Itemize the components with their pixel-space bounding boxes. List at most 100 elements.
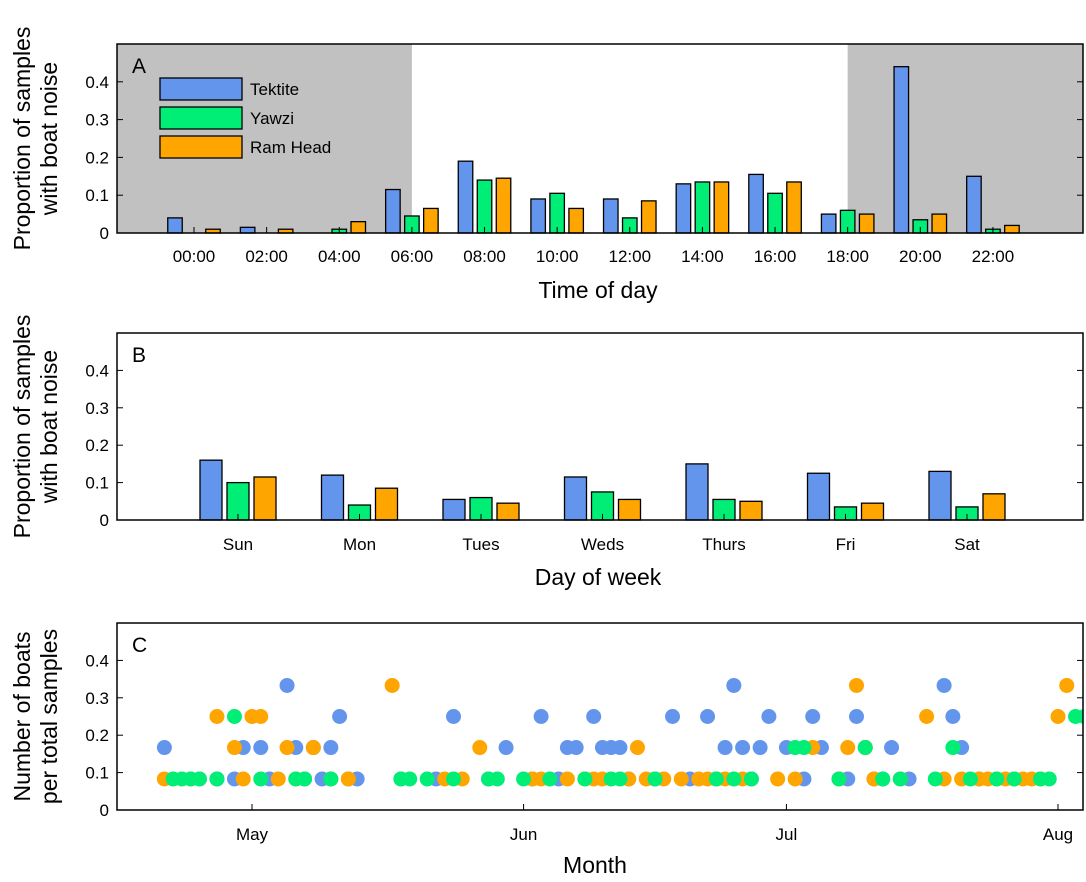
scatter-point[interactable] xyxy=(419,771,435,787)
scatter-point[interactable] xyxy=(542,771,558,787)
bar[interactable] xyxy=(457,160,474,234)
bar[interactable] xyxy=(806,472,831,521)
scatter-point[interactable] xyxy=(708,771,724,787)
scatter-point[interactable] xyxy=(1076,709,1086,724)
scatter-point[interactable] xyxy=(1050,709,1066,724)
scatter-point[interactable] xyxy=(796,740,812,756)
scatter-point[interactable] xyxy=(472,740,488,756)
scatter-point[interactable] xyxy=(577,771,593,787)
scatter-point[interactable] xyxy=(1006,771,1022,787)
scatter-point[interactable] xyxy=(270,771,286,787)
bar[interactable] xyxy=(739,500,763,521)
scatter-point[interactable] xyxy=(209,709,225,724)
bar[interactable] xyxy=(893,66,910,234)
scatter-point[interactable] xyxy=(717,740,733,756)
scatter-point[interactable] xyxy=(849,709,864,724)
scatter-point[interactable] xyxy=(323,740,339,756)
bar[interactable] xyxy=(820,213,837,234)
scatter-point[interactable] xyxy=(384,677,400,693)
scatter-point[interactable] xyxy=(332,709,348,724)
scatter-point[interactable] xyxy=(629,740,645,756)
scatter-point[interactable] xyxy=(770,771,786,787)
scatter-point[interactable] xyxy=(586,709,602,724)
bar[interactable] xyxy=(640,200,657,234)
bar[interactable] xyxy=(239,226,256,234)
scatter-point[interactable] xyxy=(279,740,295,756)
scatter-point[interactable] xyxy=(945,740,961,756)
scatter-point[interactable] xyxy=(1041,771,1057,787)
scatter-point[interactable] xyxy=(936,677,952,693)
bar[interactable] xyxy=(167,217,183,234)
scatter-point[interactable] xyxy=(498,740,514,756)
scatter-point[interactable] xyxy=(962,771,978,787)
bar[interactable] xyxy=(858,213,875,234)
bar[interactable] xyxy=(675,183,692,234)
scatter-point[interactable] xyxy=(884,740,900,756)
bar[interactable] xyxy=(350,221,367,234)
scatter-point[interactable] xyxy=(533,709,549,724)
scatter-point[interactable] xyxy=(559,771,575,787)
bar[interactable] xyxy=(476,179,493,234)
bar[interactable] xyxy=(928,470,952,521)
bar[interactable] xyxy=(748,173,764,234)
bar[interactable] xyxy=(253,476,277,521)
bar[interactable] xyxy=(496,502,520,521)
bar[interactable] xyxy=(495,177,512,234)
scatter-point[interactable] xyxy=(761,709,777,724)
scatter-point[interactable] xyxy=(209,771,225,787)
scatter-point[interactable] xyxy=(743,771,759,787)
bar[interactable] xyxy=(384,188,401,234)
bar[interactable] xyxy=(617,498,642,521)
bar[interactable] xyxy=(982,493,1006,521)
scatter-point[interactable] xyxy=(892,771,908,787)
bar[interactable] xyxy=(530,198,547,234)
bar[interactable] xyxy=(931,213,948,234)
scatter-point[interactable] xyxy=(156,740,172,756)
bar[interactable] xyxy=(713,181,730,234)
scatter-point[interactable] xyxy=(805,709,821,724)
scatter-point[interactable] xyxy=(446,709,461,724)
scatter-point[interactable] xyxy=(840,740,856,756)
bar[interactable] xyxy=(422,207,439,234)
scatter-point[interactable] xyxy=(1059,677,1075,693)
scatter-point[interactable] xyxy=(253,709,269,724)
scatter-point[interactable] xyxy=(235,771,251,787)
scatter-point[interactable] xyxy=(665,709,681,724)
scatter-point[interactable] xyxy=(927,771,943,787)
scatter-point[interactable] xyxy=(253,771,269,787)
scatter-point[interactable] xyxy=(305,740,321,756)
bar[interactable] xyxy=(563,476,588,521)
bar[interactable] xyxy=(694,181,711,234)
scatter-point[interactable] xyxy=(726,677,742,693)
bar[interactable] xyxy=(1004,224,1020,234)
bar[interactable] xyxy=(786,181,802,234)
bar[interactable] xyxy=(374,487,399,521)
bar[interactable] xyxy=(199,459,223,521)
bar[interactable] xyxy=(442,498,466,521)
scatter-point[interactable] xyxy=(875,771,891,787)
scatter-point[interactable] xyxy=(726,771,742,787)
scatter-point[interactable] xyxy=(323,771,339,787)
scatter-point[interactable] xyxy=(568,740,584,756)
scatter-point[interactable] xyxy=(787,771,803,787)
bar[interactable] xyxy=(685,463,709,521)
scatter-point[interactable] xyxy=(735,740,751,756)
scatter-point[interactable] xyxy=(989,771,1005,787)
scatter-point[interactable] xyxy=(226,740,242,756)
bar[interactable] xyxy=(860,502,885,521)
bar[interactable] xyxy=(320,474,345,521)
scatter-point[interactable] xyxy=(647,771,663,787)
scatter-point[interactable] xyxy=(673,771,689,787)
bar[interactable] xyxy=(568,207,585,234)
scatter-point[interactable] xyxy=(226,709,242,724)
scatter-point[interactable] xyxy=(849,677,864,693)
scatter-point[interactable] xyxy=(279,677,295,693)
scatter-point[interactable] xyxy=(446,771,461,787)
scatter-point[interactable] xyxy=(612,740,628,756)
bar[interactable] xyxy=(602,198,619,234)
scatter-point[interactable] xyxy=(489,771,505,787)
scatter-point[interactable] xyxy=(340,771,356,787)
bar[interactable] xyxy=(966,175,982,234)
scatter-point[interactable] xyxy=(516,771,532,787)
scatter-point[interactable] xyxy=(919,709,935,724)
